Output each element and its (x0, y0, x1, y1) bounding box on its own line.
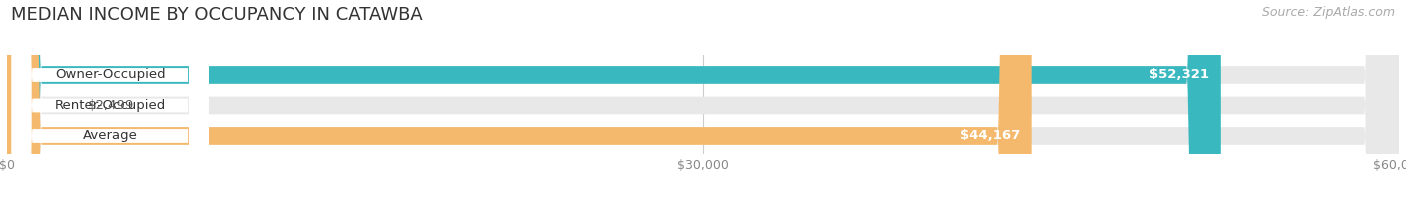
FancyBboxPatch shape (7, 0, 1220, 197)
FancyBboxPatch shape (7, 0, 1032, 197)
Text: $44,167: $44,167 (960, 129, 1021, 142)
Text: $2,499: $2,499 (89, 99, 135, 112)
Text: MEDIAN INCOME BY OCCUPANCY IN CATAWBA: MEDIAN INCOME BY OCCUPANCY IN CATAWBA (11, 6, 423, 24)
Text: Owner-Occupied: Owner-Occupied (55, 69, 166, 82)
FancyBboxPatch shape (7, 0, 1399, 197)
FancyBboxPatch shape (11, 0, 209, 197)
Text: Average: Average (83, 129, 138, 142)
FancyBboxPatch shape (11, 0, 209, 197)
Text: $52,321: $52,321 (1149, 69, 1209, 82)
Text: Renter-Occupied: Renter-Occupied (55, 99, 166, 112)
Text: Source: ZipAtlas.com: Source: ZipAtlas.com (1261, 6, 1395, 19)
FancyBboxPatch shape (11, 0, 209, 197)
FancyBboxPatch shape (7, 0, 1399, 197)
FancyBboxPatch shape (7, 0, 1399, 197)
